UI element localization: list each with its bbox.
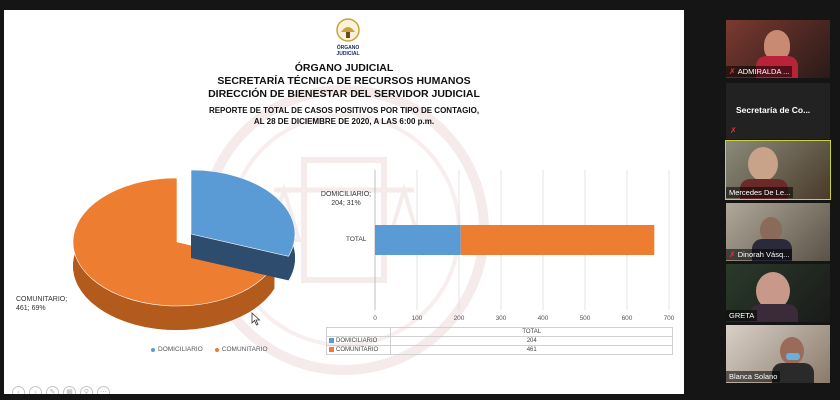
pie-slice-comunitario-top — [72, 177, 275, 307]
participant-name: Secretaría de Co... — [736, 105, 811, 115]
logo-caption-line1: ÓRGANO — [336, 45, 360, 51]
legend-label-domiciliario: DOMICILIARIO — [158, 346, 203, 353]
pie-slice-domiciliario — [190, 170, 296, 281]
org-title: ÓRGANO JUDICIAL — [294, 62, 394, 74]
participant-face — [748, 147, 778, 181]
x-tick-label: 700 — [663, 315, 675, 322]
x-tick-label: 500 — [579, 315, 591, 322]
presentation-slide: ÓRGANO JUDICIAL ÓRGANO JUDICIAL SECRETAR… — [4, 10, 684, 394]
bar-segment-domiciliario — [375, 225, 461, 255]
chart-data-table: TOTAL DOMICILIARIO 204 COMUNITARIO 461 — [325, 327, 673, 355]
next-icon[interactable]: › — [29, 386, 42, 394]
legend-item-comunitario: COMUNITARIO — [214, 346, 268, 353]
data-table-header-row: TOTAL — [325, 327, 673, 337]
participant-tile-dinorah[interactable]: ✗ Dinorah Vásq... — [726, 203, 830, 261]
participant-tile-mercedes[interactable]: Mercedes De Le... — [725, 140, 831, 200]
logo-caption: ÓRGANO JUDICIAL — [326, 45, 370, 57]
participant-face — [756, 272, 790, 310]
bar-chart-area: TOTAL 0 100 200 300 400 500 600 700 — [309, 160, 679, 360]
logo-caption-line2: JUDICIAL — [336, 51, 360, 57]
report-title-line1: REPORTE DE TOTAL DE CASOS POSITIVOS POR … — [208, 106, 480, 115]
participant-nameplate: GRETA — [726, 310, 758, 321]
participant-name: Mercedes De Le... — [729, 188, 791, 197]
participant-face — [764, 30, 790, 60]
data-table-value-comunitario: 461 — [390, 345, 673, 355]
pie-chart — [72, 170, 296, 330]
data-table-value-domiciliario: 204 — [390, 336, 673, 346]
mic-off-icon: ✗ — [730, 126, 737, 135]
x-tick-label: 200 — [453, 315, 465, 322]
pie-label-domiciliario: DOMICILIARIO; 204; 31% — [320, 191, 372, 207]
pie-slice-domiciliario-top — [190, 170, 296, 257]
participant-tile-blanca[interactable]: Blanca Solano — [726, 325, 830, 383]
pie-legend: DOMICILIARIO COMUNITARIO — [151, 346, 268, 353]
data-table-swatch-comunitario — [329, 346, 334, 352]
table-row: DOMICILIARIO 204 — [325, 336, 673, 346]
data-table-name-comunitario: COMUNITARIO — [336, 347, 379, 354]
legend-marker-comunitario — [214, 347, 219, 352]
data-table-row-label: COMUNITARIO — [325, 345, 392, 355]
mic-off-icon: ✗ — [729, 67, 736, 76]
slide-controls: ‹ › ✎ ▦ ⚲ ⋯ — [12, 386, 110, 394]
pie-slice-comunitario — [72, 177, 275, 330]
participant-tile-greta[interactable]: GRETA — [726, 264, 830, 322]
legend-label-comunitario: COMUNITARIO — [221, 346, 268, 353]
participant-name: GRETA — [729, 311, 755, 320]
face-mask — [786, 353, 800, 360]
secretariat-title: SECRETARÍA TÉCNICA DE RECURSOS HUMANOS — [217, 75, 471, 87]
participant-nameplate: Mercedes De Le... — [726, 187, 794, 198]
category-label-total: TOTAL — [346, 236, 367, 243]
pie-label-comunitario: COMUNITARIO; 461; 69% — [16, 296, 68, 312]
legend-item-domiciliario: DOMICILIARIO — [151, 346, 203, 353]
direction-title: DIRECCIÓN DE BIENESTAR DEL SERVIDOR JUDI… — [208, 88, 480, 100]
x-tick-label: 0 — [373, 315, 377, 322]
x-tick-label: 600 — [621, 315, 633, 322]
data-table-name-domiciliario: DOMICILIARIO — [336, 338, 378, 345]
report-title: REPORTE DE TOTAL DE CASOS POSITIVOS POR … — [144, 105, 544, 127]
x-tick-label: 300 — [495, 315, 507, 322]
x-tick-label: 100 — [411, 315, 423, 322]
data-table-header: TOTAL — [390, 327, 673, 337]
prev-icon[interactable]: ‹ — [12, 386, 25, 394]
mouse-cursor-icon — [251, 312, 261, 326]
x-tick-label: 400 — [537, 315, 549, 322]
participant-tile-secretaria[interactable]: Secretaría de Co... ✗ — [726, 83, 830, 139]
participant-face — [760, 217, 782, 243]
legend-marker-domiciliario — [151, 347, 155, 352]
data-table-row-label: DOMICILIARIO — [325, 336, 392, 346]
participant-tile-admiralda[interactable]: ✗ ADMIRALDA ... — [726, 20, 830, 78]
slides-icon[interactable]: ▦ — [63, 386, 76, 394]
participant-nameplate: ✗ Dinorah Vásq... — [726, 249, 793, 260]
data-table-corner — [325, 327, 392, 337]
organo-judicial-logo — [334, 18, 362, 56]
participant-nameplate: ✗ ADMIRALDA ... — [726, 66, 793, 77]
participant-face — [780, 337, 804, 365]
participant-name: Blanca Solano — [729, 372, 778, 381]
participant-nameplate: Blanca Solano — [726, 371, 781, 382]
participant-body — [750, 304, 798, 322]
participant-name: ADMIRALDA ... — [737, 67, 790, 76]
mic-off-icon: ✗ — [729, 250, 736, 259]
participant-body — [772, 363, 814, 383]
participant-name: Dinorah Vásq... — [737, 250, 790, 259]
table-row: COMUNITARIO 461 — [325, 345, 673, 355]
slide-title-block: ÓRGANO JUDICIAL SECRETARÍA TÉCNICA DE RE… — [144, 62, 544, 101]
report-title-line2: AL 28 DE DICIEMBRE DE 2020, A LAS 6:00 p… — [253, 117, 435, 126]
more-icon[interactable]: ⋯ — [97, 386, 110, 394]
bar-segment-comunitario — [460, 225, 655, 255]
zoom-icon[interactable]: ⚲ — [80, 386, 93, 394]
bar-chart — [374, 170, 670, 310]
data-table-swatch-domiciliario — [329, 337, 334, 343]
pen-icon[interactable]: ✎ — [46, 386, 59, 394]
